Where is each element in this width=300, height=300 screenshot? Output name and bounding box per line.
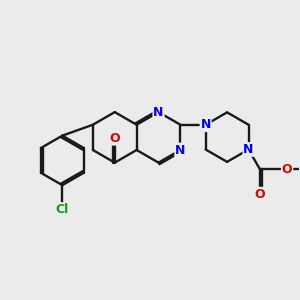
Text: O: O — [255, 188, 265, 201]
Text: N: N — [175, 143, 186, 157]
Text: O: O — [282, 163, 292, 176]
Text: N: N — [153, 106, 164, 118]
Text: N: N — [243, 143, 254, 156]
Text: N: N — [200, 118, 211, 131]
Text: Cl: Cl — [56, 203, 69, 216]
Text: O: O — [110, 132, 120, 145]
